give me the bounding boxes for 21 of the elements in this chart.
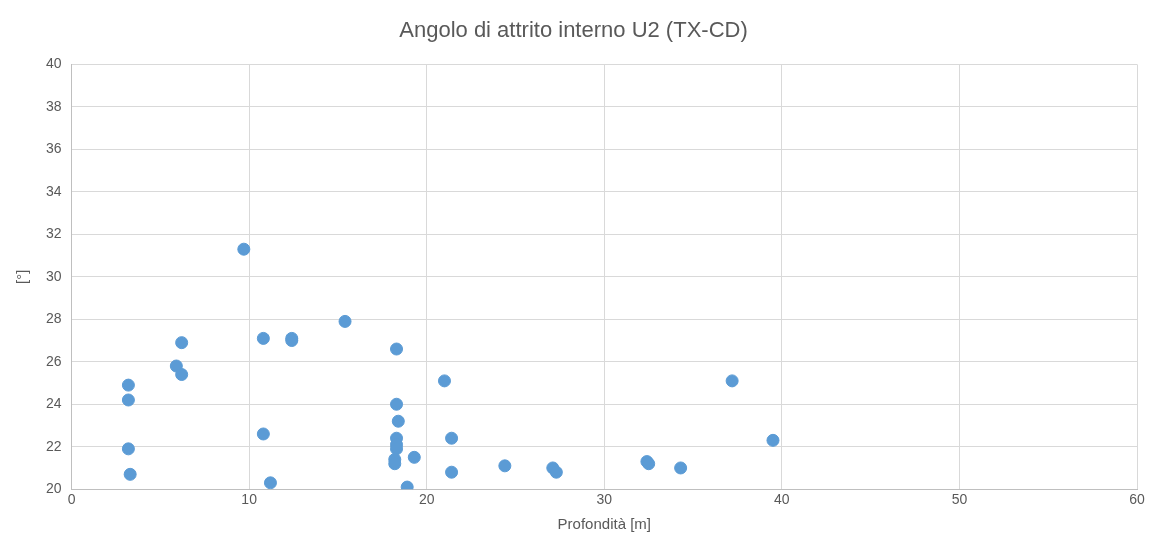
x-tick-label: 20: [418, 491, 435, 508]
y-axis-title: [°]: [13, 269, 31, 284]
y-tick-label: 40: [45, 55, 62, 72]
x-tick-label: 30: [596, 491, 613, 508]
y-tick-label: 24: [45, 395, 62, 412]
y-tick-label: 20: [45, 480, 62, 497]
x-tick-label: 40: [774, 491, 790, 508]
y-tick-label: 36: [45, 140, 62, 157]
chart-title: Angolo di attrito interno U2 (TX-CD): [399, 17, 748, 43]
x-tick-label: 60: [1129, 491, 1145, 508]
x-axis-title: Profondità [m]: [557, 515, 651, 533]
y-tick-label: 26: [45, 352, 62, 369]
x-tick-label: 0: [67, 491, 76, 508]
y-tick-label: 32: [45, 225, 62, 242]
y-tick-label: 38: [45, 97, 62, 114]
y-tick-label: 28: [45, 310, 62, 327]
y-tick-label: 34: [45, 182, 62, 199]
x-tick-label: 50: [951, 491, 968, 508]
x-tick-label: 10: [241, 491, 258, 508]
y-tick-label: 30: [45, 267, 62, 284]
y-tick-label: 22: [45, 437, 62, 454]
